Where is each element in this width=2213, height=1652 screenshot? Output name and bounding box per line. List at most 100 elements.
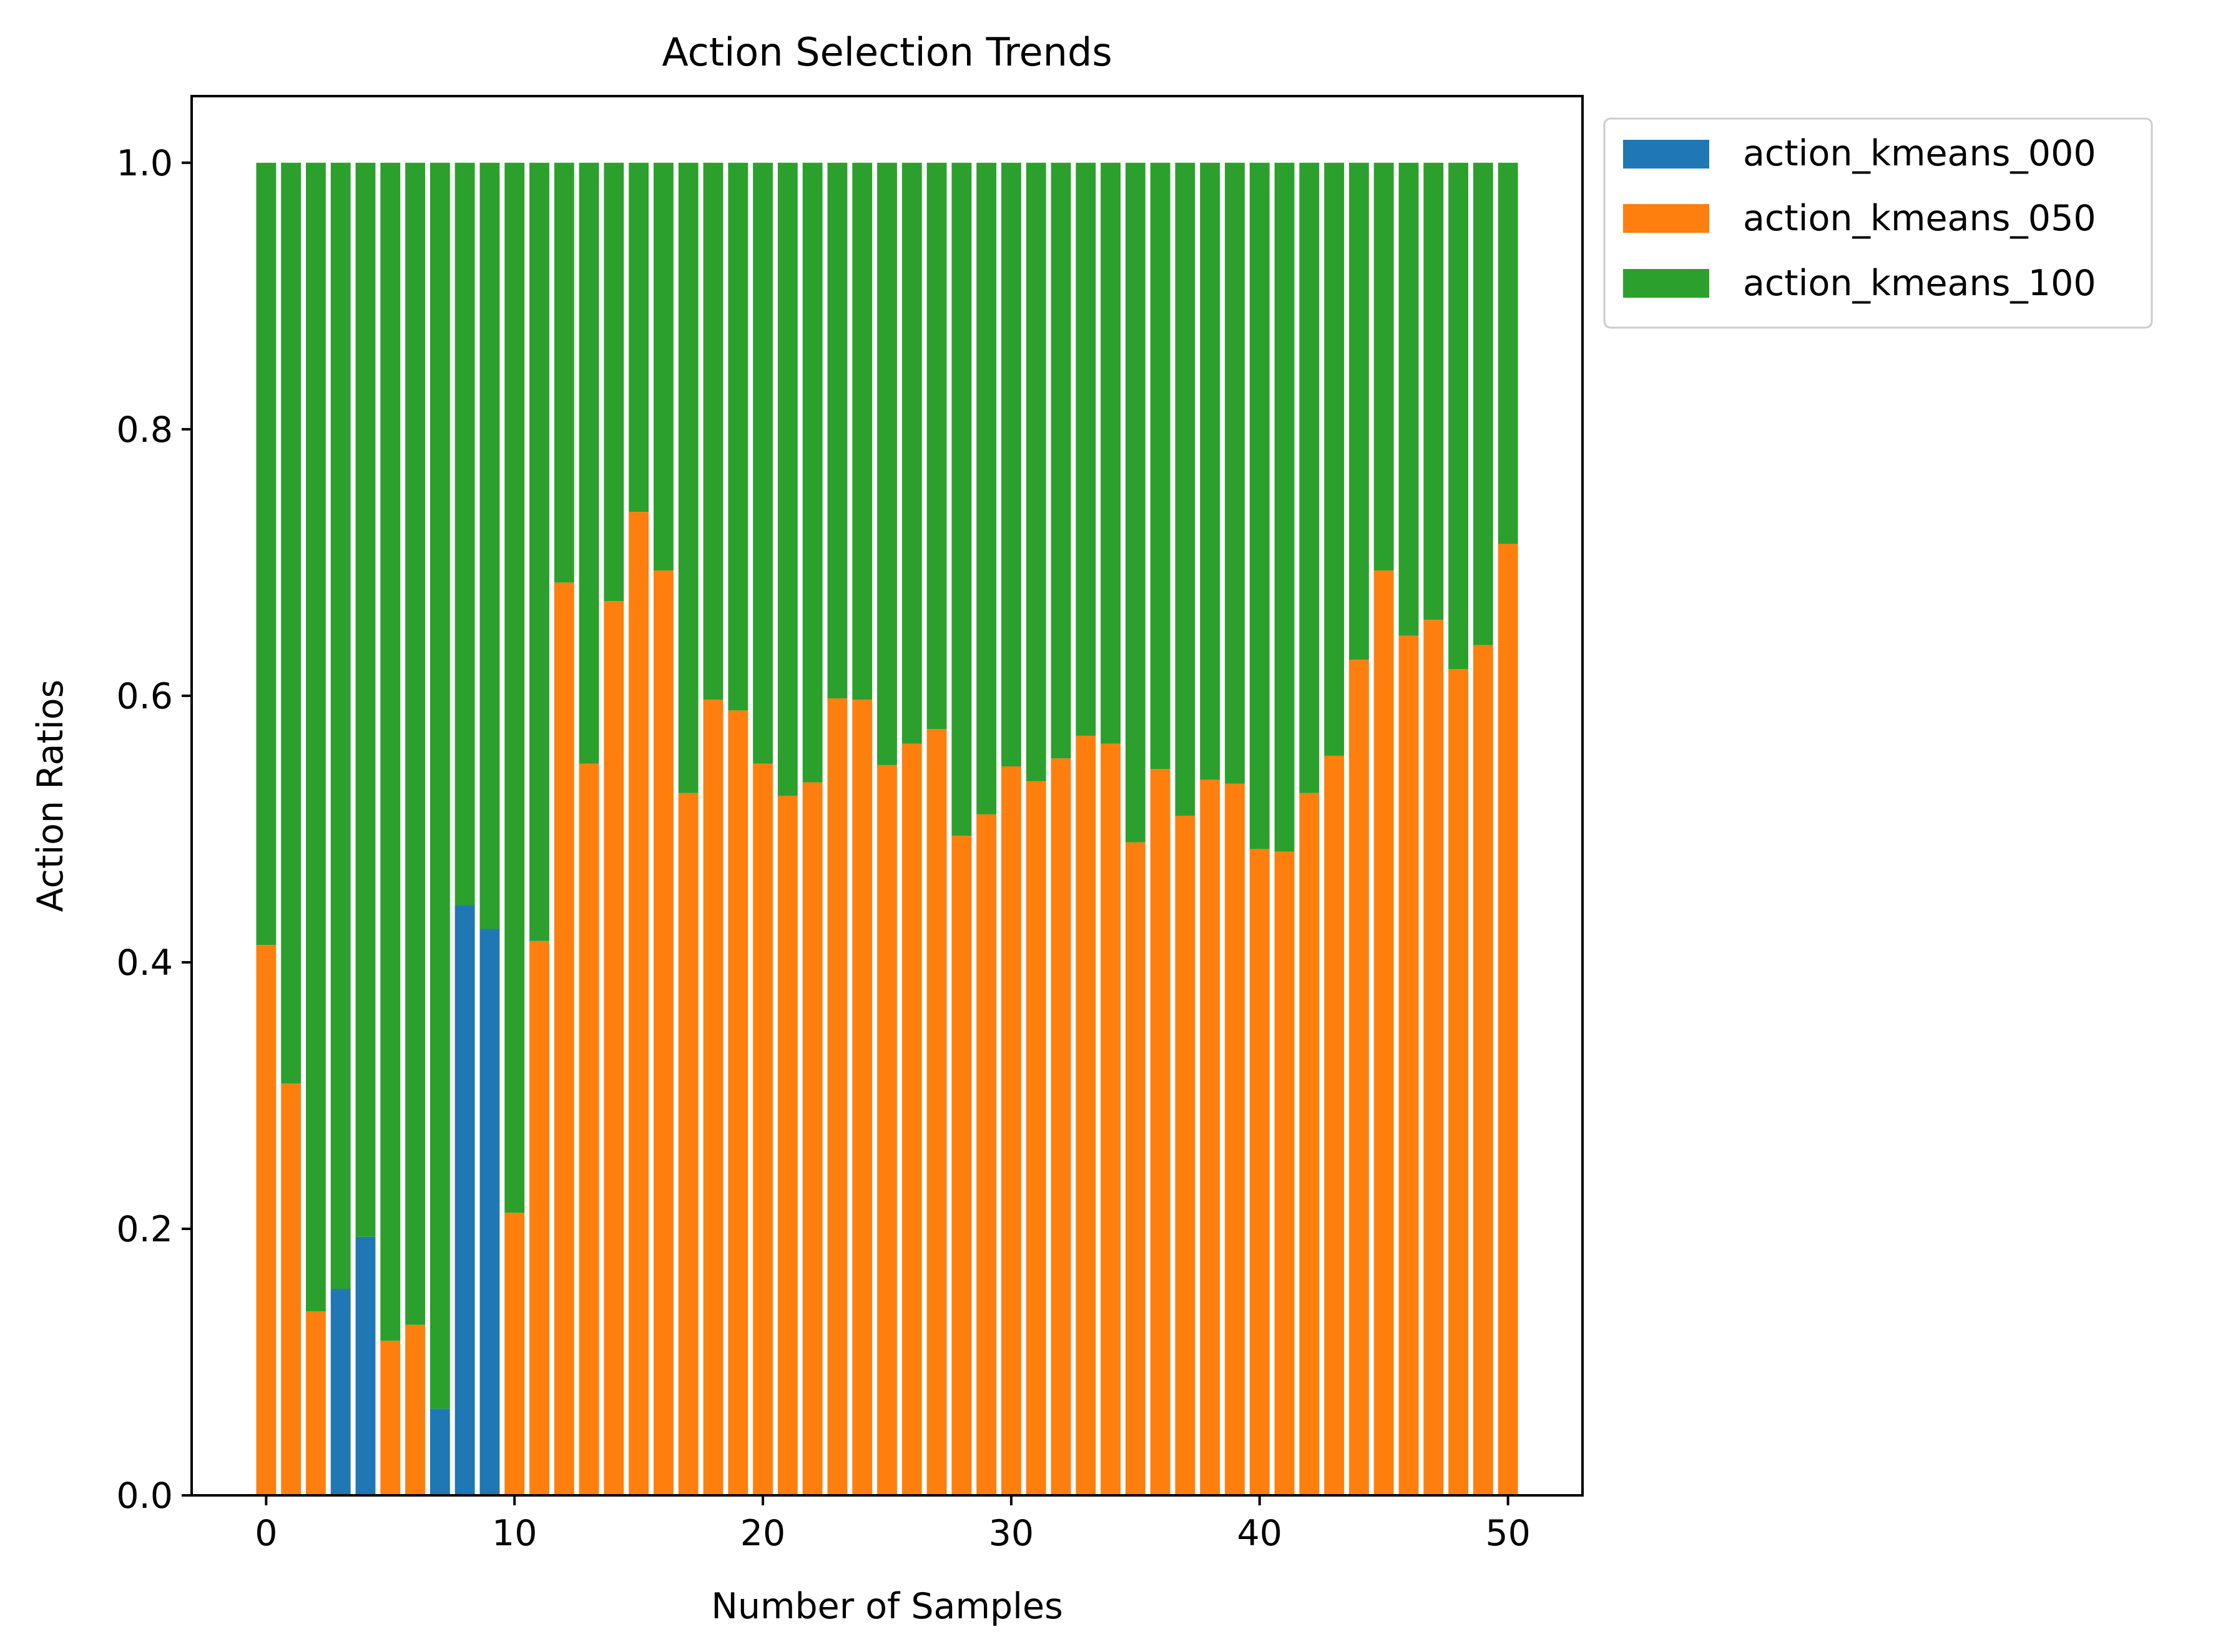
bar-series1-x23	[827, 698, 848, 1495]
bar-series2-x21	[777, 162, 798, 796]
bar-series2-x31	[1026, 162, 1046, 781]
legend-label-kmeans-050: action_kmeans_050	[1743, 198, 2096, 239]
bar-series1-x44	[1349, 660, 1369, 1495]
bar-series2-x5	[380, 162, 401, 1341]
bar-series1-x45	[1373, 570, 1394, 1495]
bar-series1-x31	[1026, 781, 1046, 1495]
y-tick-label: 0.4	[116, 942, 173, 984]
legend-label-kmeans-000: action_kmeans_000	[1743, 133, 2096, 174]
y-axis-label: Action Ratios	[30, 680, 71, 912]
bar-series1-x50	[1498, 544, 1518, 1496]
bar-series1-x46	[1398, 635, 1419, 1495]
bar-series2-x46	[1398, 162, 1419, 636]
bar-series1-x20	[753, 763, 773, 1495]
bar-series1-x21	[777, 796, 798, 1495]
bar-series1-x47	[1423, 620, 1444, 1495]
y-tick-label: 1.0	[116, 143, 173, 184]
bar-series1-x13	[579, 763, 599, 1495]
bar-series2-x45	[1373, 162, 1394, 571]
bar-series2-x14	[604, 162, 624, 602]
y-tick-label: 0.8	[116, 409, 173, 451]
bar-series2-x29	[976, 162, 997, 814]
bar-series1-x22	[802, 782, 823, 1495]
bar-series2-x15	[629, 162, 649, 512]
bar-series2-x8	[454, 162, 475, 906]
bar-series2-x34	[1101, 162, 1121, 744]
bar-series2-x3	[330, 162, 351, 1289]
bar-series1-x36	[1150, 769, 1170, 1495]
bar-series1-x6	[405, 1324, 425, 1495]
axes-layer: 0 10 20 30 40 50 0.0 0.2 0.4 0.6 0.8 1.0	[116, 143, 1531, 1554]
bar-series2-x20	[753, 162, 773, 764]
bar-series2-x28	[951, 162, 972, 836]
bar-series1-x16	[654, 570, 674, 1495]
bar-series2-x24	[852, 162, 873, 700]
x-axis-label: Number of Samples	[711, 1586, 1063, 1627]
bar-series2-x38	[1200, 162, 1220, 780]
bar-series2-x6	[405, 162, 425, 1325]
bar-series0-x9	[479, 929, 500, 1495]
bar-series2-x11	[529, 162, 549, 941]
bar-series1-x19	[728, 710, 748, 1495]
bar-series2-x23	[827, 162, 848, 699]
bar-series1-x1	[281, 1083, 302, 1495]
bar-series2-x18	[703, 162, 724, 700]
bar-series1-x33	[1076, 735, 1096, 1495]
bar-series1-x5	[380, 1341, 401, 1495]
bar-series2-x0	[256, 162, 277, 946]
bar-series2-x33	[1076, 162, 1096, 736]
bar-series1-x26	[901, 743, 922, 1495]
bar-series1-x41	[1274, 851, 1295, 1495]
bar-series2-x27	[926, 162, 947, 730]
bar-series1-x11	[529, 941, 549, 1495]
bar-series1-x48	[1448, 669, 1468, 1495]
x-tick-label: 50	[1485, 1513, 1531, 1554]
bar-series2-x49	[1473, 162, 1493, 645]
bar-series1-x0	[256, 945, 277, 1495]
bar-series1-x28	[951, 836, 972, 1495]
bar-series1-x43	[1324, 755, 1345, 1495]
bar-series2-x32	[1051, 162, 1071, 759]
bar-series0-x8	[454, 905, 475, 1495]
bar-series2-x7	[429, 162, 450, 1409]
bar-series1-x32	[1051, 758, 1071, 1495]
legend-swatch-kmeans-100	[1623, 269, 1709, 298]
bar-series1-x29	[976, 814, 997, 1495]
bar-series1-x10	[504, 1213, 525, 1495]
bar-series1-x12	[554, 582, 574, 1495]
bar-series1-x14	[604, 601, 624, 1495]
bar-series1-x15	[629, 512, 649, 1496]
bar-series1-x17	[678, 793, 699, 1495]
bar-series2-x4	[355, 162, 376, 1237]
bar-series1-x49	[1473, 645, 1493, 1495]
bar-series0-x7	[429, 1409, 450, 1495]
chart-title: Action Selection Trends	[662, 29, 1112, 75]
bars-layer	[256, 162, 1518, 1496]
bar-series2-x37	[1175, 162, 1195, 816]
bar-series2-x39	[1225, 162, 1245, 784]
y-tick-label: 0.2	[116, 1209, 173, 1250]
bar-series2-x19	[728, 162, 748, 711]
bar-series2-x9	[479, 162, 500, 929]
x-tick-label: 0	[255, 1513, 277, 1554]
bar-series2-x50	[1498, 162, 1518, 544]
bar-series1-x35	[1125, 842, 1146, 1495]
bar-series2-x47	[1423, 162, 1444, 620]
bar-series2-x2	[306, 162, 326, 1312]
bar-series1-x27	[926, 729, 947, 1495]
bar-series2-x43	[1324, 162, 1345, 756]
bar-series1-x34	[1101, 743, 1121, 1495]
bar-series2-x48	[1448, 162, 1468, 670]
x-tick-label: 10	[492, 1513, 537, 1554]
bar-series1-x40	[1249, 849, 1270, 1495]
bar-series2-x30	[1001, 162, 1021, 767]
bar-series1-x38	[1200, 780, 1220, 1495]
bar-series2-x36	[1150, 162, 1170, 770]
legend: action_kmeans_000 action_kmeans_050 acti…	[1603, 117, 2153, 329]
x-tick-label: 40	[1237, 1513, 1283, 1554]
y-tick-label: 0.6	[116, 676, 173, 717]
bar-series2-x16	[654, 162, 674, 571]
bar-series1-x42	[1299, 793, 1320, 1495]
legend-label-kmeans-100: action_kmeans_100	[1743, 263, 2096, 304]
